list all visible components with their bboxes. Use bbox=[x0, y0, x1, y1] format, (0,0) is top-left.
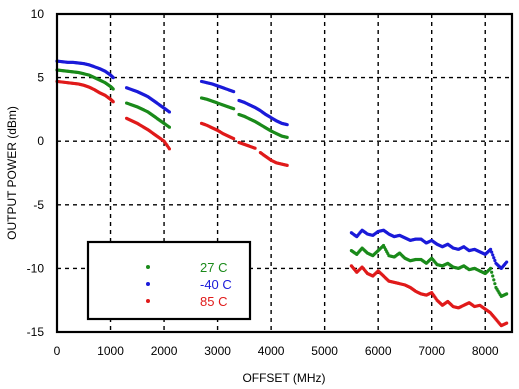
data-point-fill bbox=[491, 274, 495, 278]
x-tick-label: 4000 bbox=[258, 344, 285, 358]
data-point bbox=[505, 260, 509, 264]
y-axis-title: OUTPUT POWER (dBm) bbox=[5, 106, 19, 240]
data-point-fill bbox=[492, 278, 496, 282]
legend-label: 85 C bbox=[200, 294, 227, 309]
y-tick-labels: 10 5 0 -5 -10 -15 bbox=[27, 7, 45, 339]
data-point bbox=[505, 292, 509, 296]
data-point bbox=[285, 163, 289, 167]
data-point bbox=[167, 110, 172, 114]
data-point bbox=[111, 87, 115, 91]
data-point-fill bbox=[491, 253, 495, 257]
x-tick-label: 3000 bbox=[204, 344, 231, 358]
legend-marker bbox=[146, 299, 150, 303]
legend: 27 C -40 C 85 C bbox=[86, 240, 252, 321]
data-point bbox=[232, 107, 236, 111]
legend-entries: 27 C -40 C 85 C bbox=[146, 260, 232, 309]
data-point-fill bbox=[493, 282, 497, 286]
x-tick-label: 7000 bbox=[418, 344, 445, 358]
data-point bbox=[232, 89, 236, 94]
series-85-c bbox=[55, 79, 509, 328]
data-point bbox=[285, 123, 289, 127]
y-tick-label: 0 bbox=[37, 134, 44, 148]
legend-box bbox=[86, 240, 252, 321]
data-point bbox=[253, 146, 257, 150]
x-tick-label: 8000 bbox=[472, 344, 499, 358]
legend-label: -40 C bbox=[200, 277, 232, 292]
plot-frame bbox=[55, 12, 514, 334]
data-layer bbox=[55, 59, 509, 328]
y-tick-label: -5 bbox=[33, 198, 44, 212]
y-tick-label: 5 bbox=[37, 71, 44, 85]
y-tick-label: -15 bbox=[27, 325, 45, 339]
data-point bbox=[232, 137, 236, 141]
data-point bbox=[488, 247, 493, 251]
data-point-fill bbox=[493, 258, 497, 263]
x-tick-label: 6000 bbox=[365, 344, 392, 358]
x-tick-labels: 0 1000 2000 3000 4000 5000 6000 7000 8000 bbox=[54, 344, 499, 358]
data-point-fill bbox=[490, 270, 494, 274]
x-tick-label: 1000 bbox=[97, 344, 124, 358]
x-tick-label: 2000 bbox=[151, 344, 178, 358]
x-axis-title: OFFSET (MHz) bbox=[242, 371, 325, 385]
legend-marker bbox=[146, 282, 150, 286]
x-tick-label: 0 bbox=[54, 344, 61, 358]
legend-label: 27 C bbox=[200, 260, 227, 275]
data-point bbox=[488, 266, 493, 270]
data-point bbox=[285, 135, 289, 139]
data-point bbox=[111, 100, 115, 104]
y-tick-label: -10 bbox=[27, 261, 45, 275]
y-tick-label: 10 bbox=[31, 7, 45, 21]
data-point-fill bbox=[492, 256, 496, 260]
data-point bbox=[505, 321, 509, 325]
data-point bbox=[167, 125, 172, 129]
data-point bbox=[167, 147, 172, 151]
legend-marker bbox=[146, 265, 150, 269]
data-point bbox=[111, 76, 115, 80]
data-point-fill bbox=[490, 250, 494, 254]
x-tick-label: 5000 bbox=[311, 344, 338, 358]
series--40-c bbox=[55, 59, 509, 270]
series-27-c bbox=[55, 68, 509, 298]
